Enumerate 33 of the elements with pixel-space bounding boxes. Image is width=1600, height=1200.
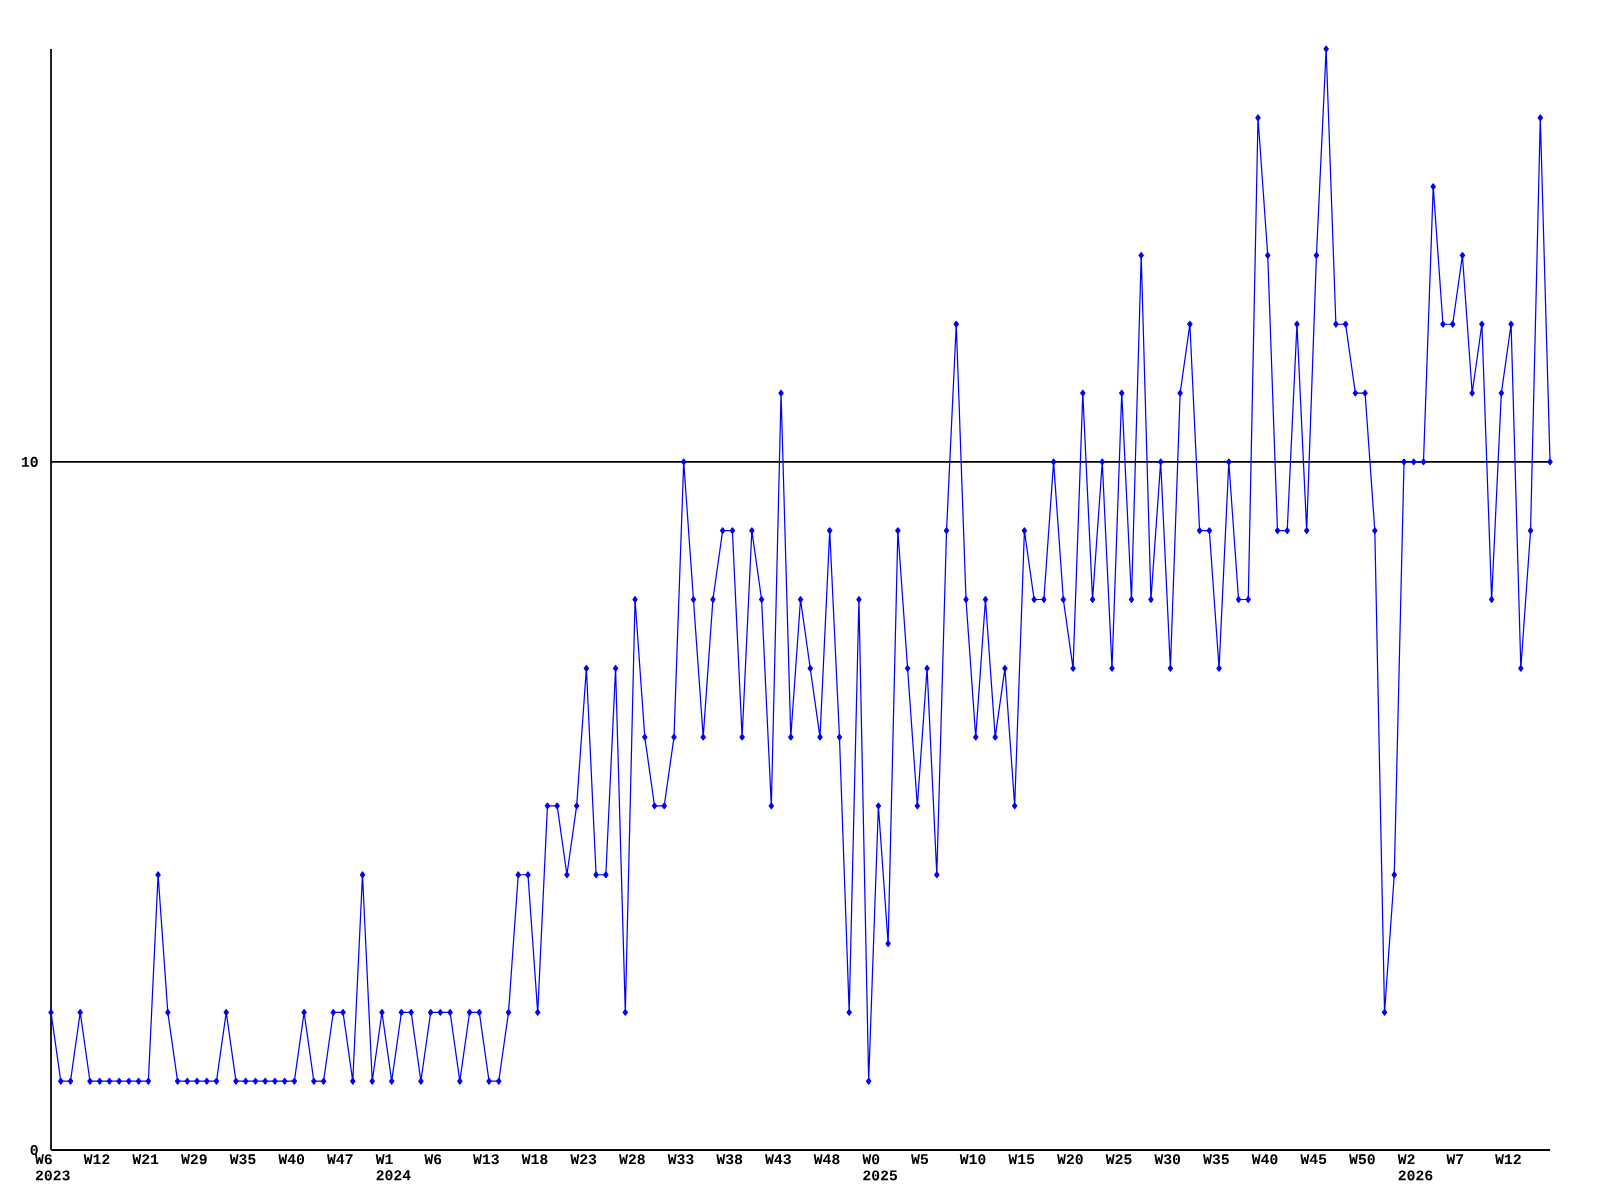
x-tick-label: W7 [1446,1154,1464,1164]
x-tick-label: W1 2024 [375,1154,411,1181]
x-tick-label: W35 [229,1154,256,1165]
x-tick-label: W13 [473,1154,499,1165]
x-tick-label: W40 [278,1154,305,1165]
x-tick-label: W38 [716,1154,743,1165]
y-tick-label: 0 [30,1145,38,1156]
x-tick-label: W25 [1105,1154,1132,1165]
x-tick-label: W2 2026 [1397,1154,1433,1181]
x-tick-label: W20 [1057,1154,1083,1165]
x-tick-label: W30 [1154,1154,1181,1165]
x-tick-label: W6 2023 [35,1154,70,1181]
x-tick-label: W10 [959,1154,986,1165]
x-tick-label: W45 [1300,1154,1327,1165]
x-tick-label: W48 [813,1154,840,1165]
x-tick-label: W28 [619,1154,645,1165]
x-tick-label: W29 [181,1154,207,1165]
x-tick-label: W50 [1349,1154,1375,1165]
x-tick-label: W12 [1495,1154,1521,1165]
x-tick-label: W0 2025 [862,1154,898,1181]
x-tick-label: W5 [911,1154,929,1165]
x-tick-label: W21 [132,1154,159,1165]
x-tick-label: W33 [667,1154,694,1165]
x-tick-label: W6 [424,1154,442,1165]
x-tick-label: W40 [1251,1154,1278,1165]
x-tick-label: W12 [83,1154,110,1165]
x-tick-label: W43 [765,1154,791,1165]
x-tick-label: W18 [521,1154,548,1165]
x-tick-label: W47 [327,1154,353,1164]
y-tick-label: 10 [21,456,38,467]
x-tick-label: W35 [1203,1154,1229,1165]
x-tick-label: W15 [1008,1154,1035,1165]
x-tick-label: W23 [570,1154,597,1165]
